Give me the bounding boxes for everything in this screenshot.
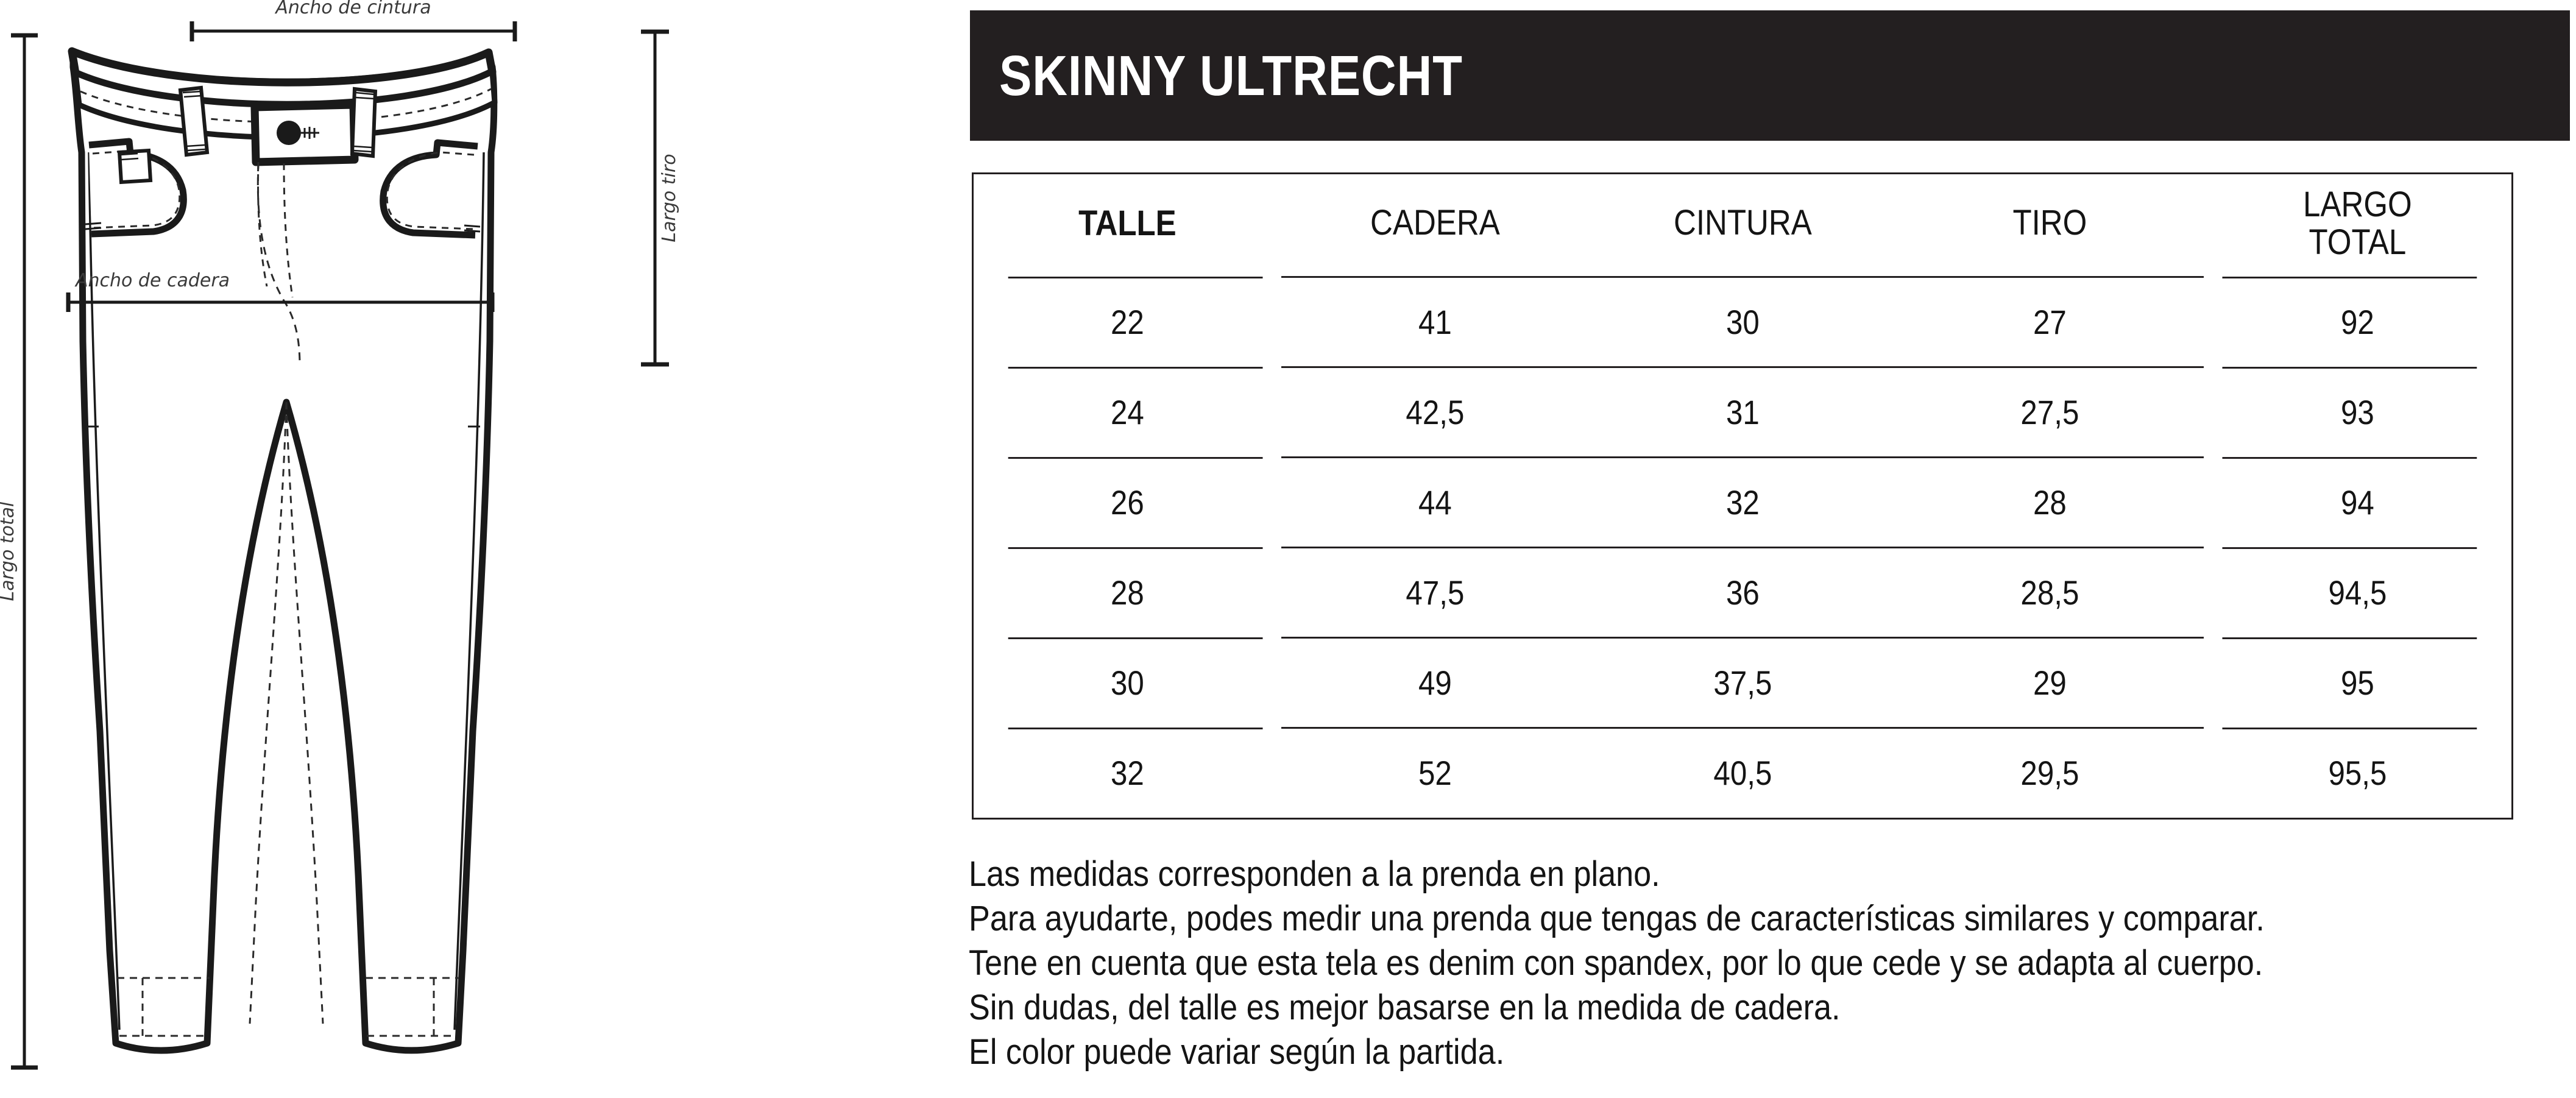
hip-width-dimension xyxy=(66,292,495,312)
hip-width-label: Ancho de cadera xyxy=(74,270,230,291)
size-table-card: TALLE CADERA CINTURA TIRO LARGO TOTAL 22 … xyxy=(972,172,2513,820)
table-row: 26 44 32 28 94 xyxy=(974,456,2511,547)
cell-largo-total: 93 xyxy=(2222,367,2493,457)
cell-cadera: 49 xyxy=(1300,636,1571,728)
cell-talle: 30 xyxy=(992,637,1263,728)
bartack-icons xyxy=(85,222,481,428)
cell-cadera: 41 xyxy=(1300,275,1571,367)
jeans-illustration: Ancho de cadera xyxy=(66,47,498,1054)
cell-largo-total: 94,5 xyxy=(2222,547,2493,637)
cell-cintura: 30 xyxy=(1607,275,1878,367)
cell-largo-total: 94 xyxy=(2222,457,2493,547)
right-leg-inseam xyxy=(285,402,324,1024)
cell-talle: 24 xyxy=(992,367,1263,457)
cell-tiro: 28 xyxy=(1914,456,2185,547)
cell-cintura: 37,5 xyxy=(1607,636,1878,728)
coin-pocket xyxy=(117,148,153,185)
cell-cadera: 52 xyxy=(1300,726,1571,818)
technical-drawing-panel: Ancho de cintura Largo tiro Largo total xyxy=(0,0,950,1098)
cell-largo-total: 95,5 xyxy=(2222,728,2493,818)
note-line: Las medidas corresponden a la prenda en … xyxy=(969,854,1660,894)
button-stitch-icon xyxy=(301,127,319,139)
size-table-head: TALLE CADERA CINTURA TIRO LARGO TOTAL xyxy=(974,174,2511,277)
total-length-dimension xyxy=(11,33,38,1070)
note-line: Sin dudas, del talle es mejor basarse en… xyxy=(969,988,1841,1028)
cell-talle: 26 xyxy=(992,457,1263,547)
cell-cadera: 44 xyxy=(1300,456,1571,547)
waist-button-icon xyxy=(277,121,301,145)
table-row: 32 52 40,5 29,5 95,5 xyxy=(974,726,2511,818)
note-line: Para ayudarte, podes medir una prenda qu… xyxy=(969,899,2265,939)
rise-length-dimension xyxy=(641,29,669,367)
size-table-body: 22 41 30 27 92 24 42,5 31 27,5 93 26 44 … xyxy=(974,275,2511,818)
belt-loop-right xyxy=(350,87,378,158)
coin-pocket-bartack-icon xyxy=(120,152,139,161)
column-header-talle: TALLE xyxy=(1078,203,1177,243)
product-title-bar: SKINNY ULTRECHT xyxy=(970,10,2570,141)
table-row: 30 49 37,5 29 95 xyxy=(974,636,2511,728)
table-row: 24 42,5 31 27,5 93 xyxy=(974,366,2511,457)
column-header-cadera: CADERA xyxy=(1370,203,1500,243)
crotch-curve-stitch xyxy=(257,163,301,366)
table-row: 28 47,5 36 28,5 94,5 xyxy=(974,546,2511,637)
cell-cadera: 47,5 xyxy=(1300,546,1571,637)
column-header-largo-total: LARGO TOTAL xyxy=(2222,174,2493,277)
rise-length-label: Largo tiro xyxy=(659,154,680,242)
fly-stitch-outer xyxy=(283,163,294,298)
table-row: 22 41 30 27 92 xyxy=(974,275,2511,367)
column-header-largo-total-text: LARGO TOTAL xyxy=(2303,184,2412,262)
cell-largo-total: 95 xyxy=(2222,637,2493,728)
right-side-seam xyxy=(453,152,485,1030)
cell-tiro: 27,5 xyxy=(1914,366,2185,457)
cell-talle: 32 xyxy=(992,728,1263,818)
cell-tiro: 28,5 xyxy=(1914,546,2185,637)
total-length-label: Largo total xyxy=(0,501,18,601)
column-header-tiro: TIRO xyxy=(2012,203,2087,243)
note-line: Tene en cuenta que esta tela es denim co… xyxy=(969,943,2263,983)
cell-cintura: 40,5 xyxy=(1607,726,1878,818)
left-side-seam xyxy=(88,152,121,1030)
waist-width-label: Ancho de cintura xyxy=(274,0,431,18)
pocket-right-stitch xyxy=(386,151,475,230)
cell-cintura: 36 xyxy=(1607,546,1878,637)
cell-tiro: 29,5 xyxy=(1914,726,2185,818)
column-header-cintura: CINTURA xyxy=(1673,203,1812,243)
waist-width-dimension xyxy=(189,21,517,41)
note-line: El color puede variar según la partida. xyxy=(969,1032,1505,1072)
cell-talle: 22 xyxy=(992,277,1263,367)
spec-sheet-panel: SKINNY ULTRECHT TALLE CADERA CINTURA TIR… xyxy=(950,0,2576,1098)
table-header-row: TALLE CADERA CINTURA TIRO LARGO TOTAL xyxy=(974,174,2511,277)
cell-largo-total: 92 xyxy=(2222,277,2493,367)
size-table: TALLE CADERA CINTURA TIRO LARGO TOTAL 22 … xyxy=(974,174,2511,818)
cell-talle: 28 xyxy=(992,547,1263,637)
cell-cintura: 32 xyxy=(1607,456,1878,547)
cell-tiro: 29 xyxy=(1914,636,2185,728)
notes-block: Las medidas corresponden a la prenda en … xyxy=(969,852,2565,1074)
page-title: SKINNY ULTRECHT xyxy=(999,43,1463,107)
cell-tiro: 27 xyxy=(1914,275,2185,367)
belt-loop-left xyxy=(178,85,210,157)
cell-cintura: 31 xyxy=(1607,366,1878,457)
left-leg-inseam xyxy=(249,402,288,1024)
jeans-flat-svg: Ancho de cintura Largo tiro Largo total xyxy=(0,0,680,1070)
cell-cadera: 42,5 xyxy=(1300,366,1571,457)
